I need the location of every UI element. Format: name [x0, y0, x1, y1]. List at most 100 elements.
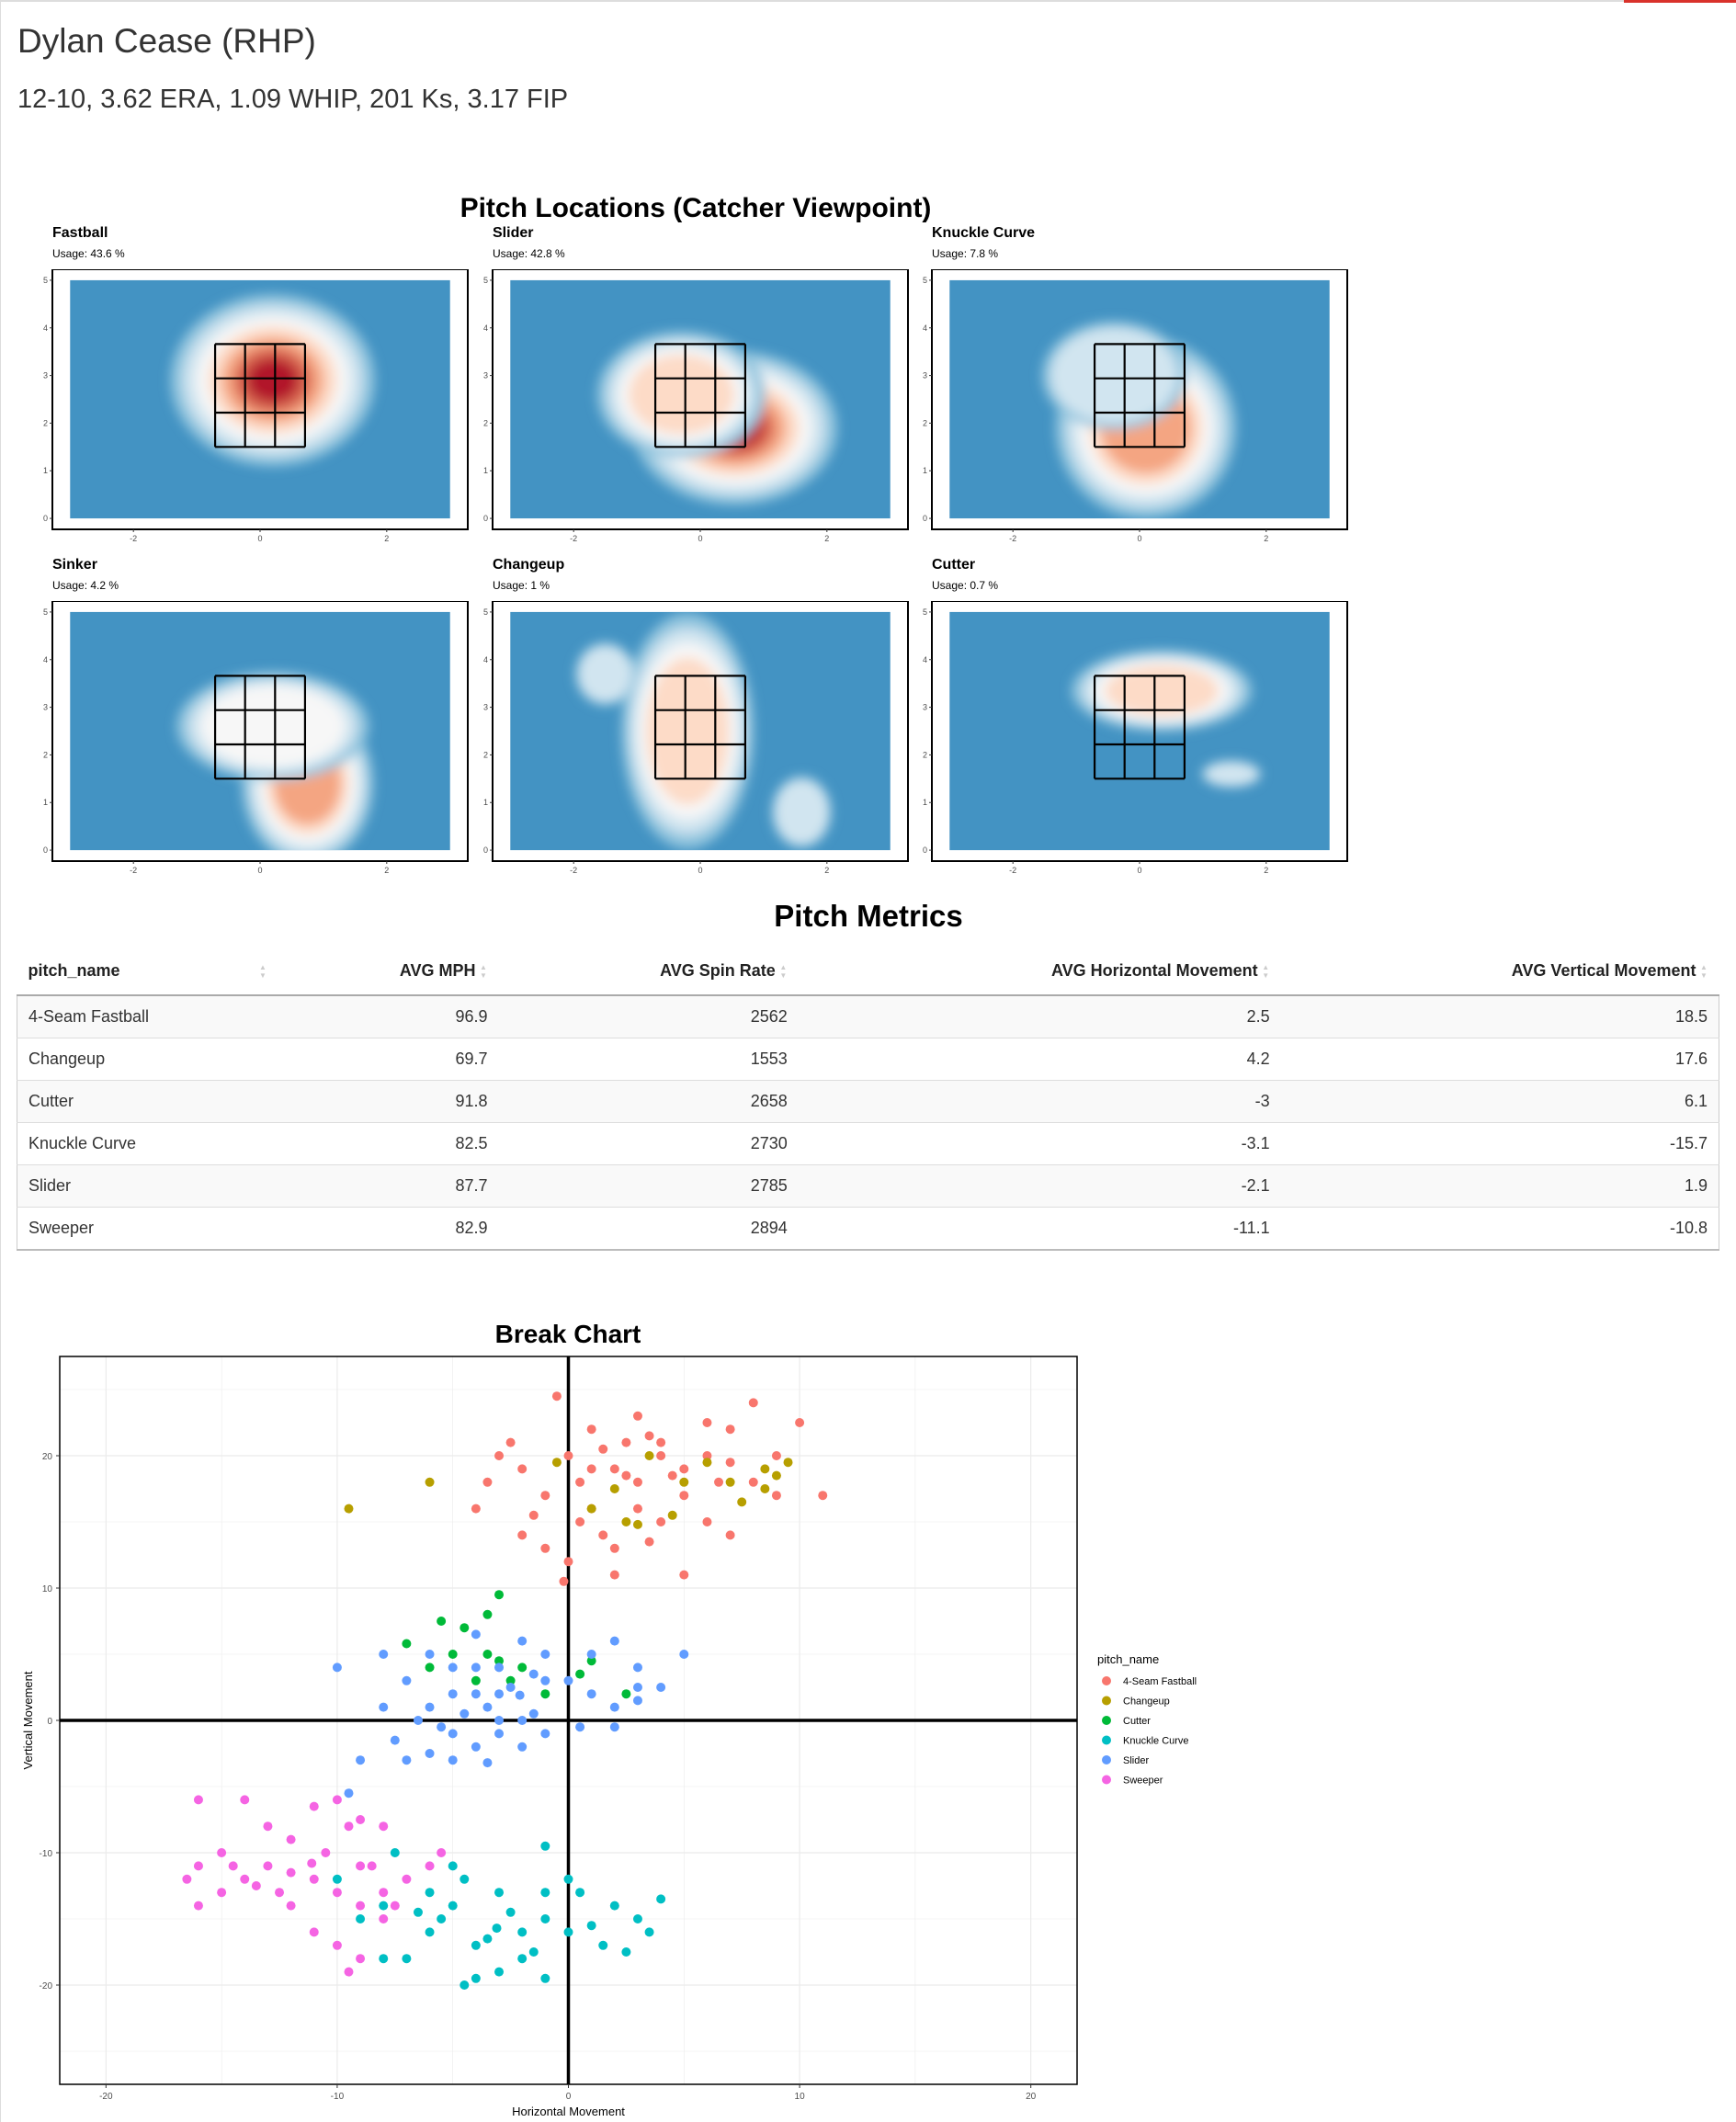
- data-point: [471, 1742, 481, 1752]
- data-point: [356, 1861, 366, 1871]
- data-point: [240, 1874, 250, 1884]
- data-point: [586, 1424, 596, 1435]
- data-point: [425, 1888, 435, 1898]
- data-point: [575, 1669, 585, 1679]
- legend-item: Changeup: [1102, 1696, 1170, 1708]
- data-point: [795, 1418, 805, 1427]
- data-point: [528, 1510, 539, 1520]
- data-point: [471, 1940, 481, 1950]
- data-point: [621, 1689, 631, 1699]
- data-point: [551, 1391, 562, 1401]
- data-point: [448, 1901, 458, 1911]
- data-point: [679, 1491, 689, 1501]
- data-point: [540, 1543, 550, 1553]
- column-header-avg-vertical-movement[interactable]: AVG Vertical Movement ▲▼: [1280, 947, 1719, 996]
- y-tick-label: 5: [483, 276, 488, 285]
- data-point: [448, 1650, 458, 1659]
- data-point: [344, 1504, 354, 1514]
- strike-zone: [653, 675, 747, 780]
- column-header-avg-horizontal-movement[interactable]: AVG Horizontal Movement ▲▼: [798, 947, 1281, 996]
- x-tick-label: 2: [824, 866, 829, 875]
- table-row: Knuckle Curve 82.5 2730 -3.1 -15.7: [17, 1122, 1719, 1165]
- legend-swatch: [1102, 1676, 1111, 1685]
- data-point: [551, 1458, 562, 1468]
- data-point: [344, 1967, 354, 1977]
- sort-icon[interactable]: ▲▼: [479, 962, 488, 980]
- x-tick-label: -2: [1009, 866, 1016, 875]
- x-tick-label: 0: [566, 2092, 572, 2102]
- data-point: [656, 1437, 666, 1447]
- data-point: [679, 1650, 689, 1659]
- data-point: [437, 1914, 447, 1923]
- data-point: [471, 1973, 481, 1983]
- column-header-pitch-name[interactable]: pitch_name ▲▼: [17, 947, 278, 996]
- y-tick-label: 3: [43, 371, 48, 380]
- legend-swatch: [1102, 1775, 1111, 1785]
- x-tick-label: 0: [698, 866, 702, 875]
- panel-usage: Usage: 42.8 %: [493, 247, 565, 260]
- data-point: [448, 1755, 458, 1765]
- data-point: [286, 1834, 296, 1844]
- column-header-avg-mph[interactable]: AVG MPH ▲▼: [278, 947, 499, 996]
- pitcher-name: Dylan Cease (RHP): [17, 22, 316, 60]
- x-tick-label: 2: [384, 866, 389, 875]
- table-row: Changeup 69.7 1553 4.2 17.6: [17, 1038, 1719, 1081]
- strike-zone: [213, 343, 307, 448]
- panel-usage: Usage: 4.2 %: [52, 579, 119, 592]
- sort-icon[interactable]: ▲▼: [1261, 962, 1270, 980]
- data-point: [540, 1914, 550, 1923]
- data-point: [517, 1742, 528, 1752]
- density-contour: [775, 780, 828, 845]
- sort-icon[interactable]: ▲▼: [778, 962, 788, 980]
- data-point: [517, 1464, 528, 1474]
- density-contour: [1105, 664, 1219, 717]
- data-point: [644, 1431, 654, 1441]
- series-slider: [332, 1629, 689, 1799]
- y-tick-label: 10: [42, 1584, 53, 1594]
- table-cell: 4.2: [798, 1038, 1281, 1081]
- data-point: [356, 1901, 366, 1911]
- panel-title: Fastball: [52, 225, 108, 241]
- y-tick-label: 0: [483, 514, 488, 523]
- x-tick-label: 0: [698, 534, 702, 543]
- data-point: [609, 1543, 619, 1553]
- legend-label: Knuckle Curve: [1123, 1736, 1189, 1747]
- sort-icon[interactable]: ▲▼: [1699, 962, 1708, 980]
- table-header-row: pitch_name ▲▼ AVG MPH ▲▼ AVG Spin Rate ▲▼ AVG …: [17, 947, 1719, 996]
- locations-title: Pitch Locations (Catcher Viewpoint): [460, 193, 932, 223]
- y-tick-label: 4: [483, 655, 488, 664]
- data-point: [771, 1491, 781, 1501]
- table-cell: -15.7: [1280, 1122, 1719, 1165]
- sort-icon[interactable]: ▲▼: [258, 963, 267, 980]
- column-header-avg-spin-rate[interactable]: AVG Spin Rate ▲▼: [498, 947, 799, 996]
- legend-label: Slider: [1123, 1755, 1149, 1766]
- data-point: [448, 1729, 458, 1739]
- data-point: [492, 1923, 502, 1934]
- data-point: [379, 1954, 389, 1964]
- y-tick-label: 4: [923, 323, 927, 333]
- data-point: [263, 1861, 273, 1871]
- legend-title: pitch_name: [1097, 1652, 1159, 1666]
- y-tick-label: 2: [43, 418, 48, 427]
- data-point: [656, 1517, 666, 1526]
- data-point: [517, 1636, 528, 1646]
- data-point: [515, 1690, 525, 1700]
- panel-usage: Usage: 43.6 %: [52, 247, 125, 260]
- data-point: [540, 1650, 550, 1659]
- data-point: [217, 1888, 227, 1898]
- y-tick-label: 2: [923, 418, 927, 427]
- data-point: [494, 1689, 505, 1699]
- data-point: [309, 1874, 319, 1884]
- pitch-metrics-table: pitch_name ▲▼ AVG MPH ▲▼ AVG Spin Rate ▲▼ AVG …: [17, 947, 1719, 1251]
- y-tick-label: 3: [483, 703, 488, 712]
- data-point: [356, 1755, 366, 1765]
- data-point: [725, 1530, 735, 1540]
- legend-swatch: [1102, 1696, 1111, 1706]
- data-point: [425, 1702, 435, 1712]
- data-point: [702, 1458, 712, 1468]
- y-tick-label: 4: [43, 655, 48, 664]
- series-cutter: [402, 1590, 631, 1699]
- data-point: [307, 1858, 317, 1868]
- x-tick-label: 10: [795, 2092, 806, 2102]
